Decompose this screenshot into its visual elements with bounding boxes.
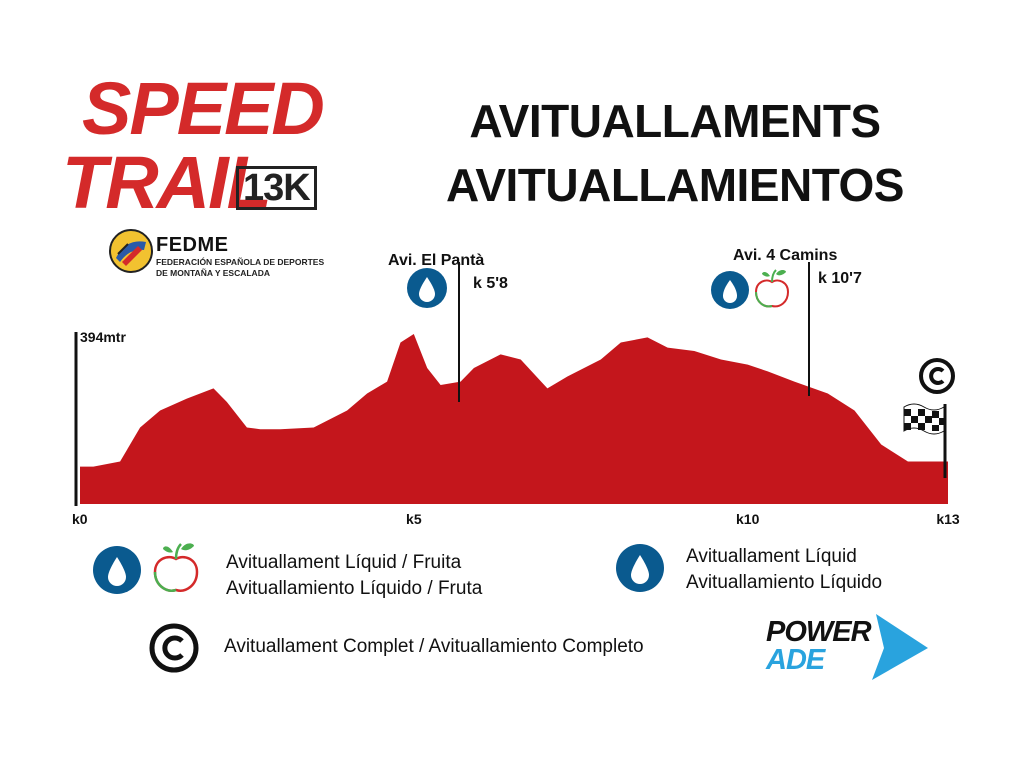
x-tick-label-k0: k0: [72, 511, 88, 527]
x-tick-label-k13: k13: [936, 511, 960, 527]
water-drop-icon: [407, 268, 447, 308]
logo-distance-badge: 13K: [236, 166, 317, 210]
station-4-camins-name: Avi. 4 Camins: [733, 247, 837, 264]
title-spanish: AVITUALLAMIENTOS: [446, 159, 904, 211]
legend-liquid-fruit-ca: Avituallament Líquid / Fruita: [226, 552, 462, 573]
station-4-camins-km: k 10'7: [818, 270, 862, 287]
x-tick-label-k5: k5: [406, 511, 422, 527]
fedme-subtitle-line2: DE MONTAÑA Y ESCALADA: [156, 268, 270, 278]
station-el-panta: Avi. El Pantà k 5'8: [388, 252, 508, 402]
sponsor-powerade-line2: ADE: [766, 644, 825, 676]
legend-liquid-fruit-es: Avituallamiento Líquido / Fruta: [226, 578, 483, 599]
checkered-flag-icon: [903, 403, 945, 435]
fedme-emblem-icon: [109, 229, 153, 273]
legend-liquid-ca: Avituallament Líquid: [686, 546, 857, 567]
x-tick-label-k10: k10: [736, 511, 760, 527]
legend-complete: Avituallament Complet / Avituallamiento …: [224, 636, 644, 657]
title-catalan: AVITUALLAMENTS: [469, 95, 881, 147]
water-drop-icon: [711, 271, 749, 309]
station-el-panta-name: Avi. El Pantà: [388, 252, 484, 269]
legend-liquid-es: Avituallamiento Líquido: [686, 572, 883, 593]
sponsor-powerade-line1: POWER: [766, 616, 872, 648]
legend-apple-icon: [153, 543, 199, 592]
legend-water-drop-icon: [93, 546, 141, 594]
finish: [903, 358, 955, 478]
elevation-profile-area: [80, 334, 948, 504]
legend-complete-icon: [149, 623, 199, 673]
fedme-name: FEDME: [156, 234, 229, 256]
apple-icon: [754, 269, 790, 308]
powerade-arrow-icon: [872, 614, 928, 680]
legend-water-drop-icon-2: [616, 544, 664, 592]
fedme-subtitle-line1: FEDERACIÓN ESPAÑOLA DE DEPORTES: [156, 257, 325, 267]
logo-speed-text: SPEED: [82, 67, 325, 150]
complete-station-icon: [919, 358, 955, 394]
station-el-panta-km: k 5'8: [473, 275, 508, 292]
max-elevation-label: 394mtr: [80, 329, 126, 345]
station-4-camins: Avi. 4 Camins k 10'7: [711, 247, 862, 396]
